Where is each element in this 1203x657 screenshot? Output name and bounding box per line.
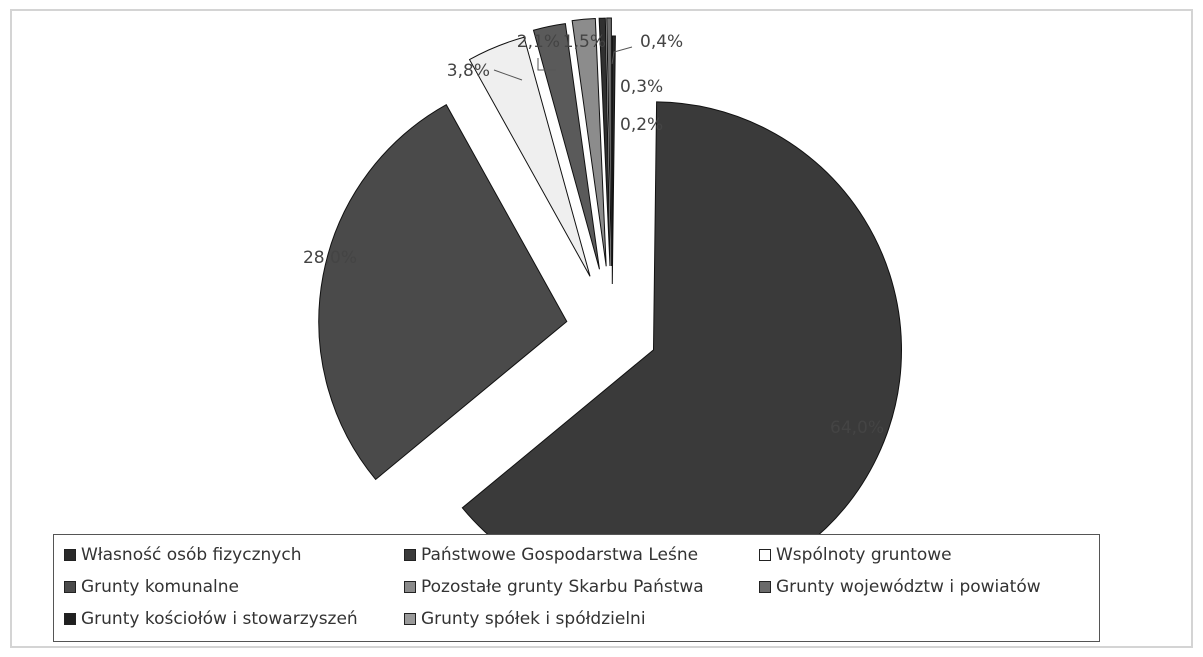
slice-value-label: 0,2% [620,115,663,135]
pie-slice [611,35,616,285]
legend-label: Własność osób fizycznych [81,545,302,565]
pie-slice [318,104,568,481]
pie-slices [318,17,902,599]
slice-value-label: 3,8% [447,61,490,81]
legend-item: Pozostałe grunty Skarbu Państwa [404,571,759,603]
legend-swatch [64,581,76,593]
leader-lines [493,46,633,81]
legend-item: Grunty komunalne [64,571,404,603]
legend-label: Wspólnoty gruntowe [776,545,952,565]
legend-item: Grunty województw i powiatów [759,571,1099,603]
slice-value-label: 0,4% [640,32,683,52]
legend-label: Państwowe Gospodarstwa Leśne [421,545,699,565]
legend: Własność osób fizycznych Państwowe Gospod… [53,534,1100,642]
legend-swatch [64,549,76,561]
legend-label: Grunty województw i powiatów [776,577,1041,597]
legend-item: Grunty spółek i spółdzielni [404,603,759,635]
legend-item: Wspólnoty gruntowe [759,539,1099,571]
leader-line [493,69,523,81]
legend-item: Państwowe Gospodarstwa Leśne [404,539,759,571]
legend-label: Grunty kościołów i stowarzyszeń [81,609,358,629]
slice-value-label: 2,1% [517,32,560,52]
slice-value-label: 64,0% [830,418,884,438]
legend-label: Grunty spółek i spółdzielni [421,609,646,629]
legend-swatch [64,613,76,625]
slice-labels: 0,2% 64,0% 28,0% 3,8% 2,1% 1,5% 0,4% 0,3% [303,32,884,438]
slice-value-label: 1,5% [563,32,606,52]
legend-label: Grunty komunalne [81,577,239,597]
legend-swatch [759,549,771,561]
legend-swatch [404,581,416,593]
leader-line [611,46,633,65]
slice-value-label: 28,0% [303,248,357,268]
legend-swatch [759,581,771,593]
pie-slice [532,23,600,270]
pie-slice [606,17,612,267]
legend-swatch [404,613,416,625]
slice-value-label: 0,3% [620,77,663,97]
pie-slice [571,17,607,267]
legend-item: Grunty kościołów i stowarzyszeń [64,603,404,635]
pie-slice [598,17,611,267]
legend-label: Pozostałe grunty Skarbu Państwa [421,577,704,597]
legend-item: Własność osób fizycznych [64,539,404,571]
legend-swatch [404,549,416,561]
leader-line [537,58,556,71]
pie-slice [468,36,591,277]
